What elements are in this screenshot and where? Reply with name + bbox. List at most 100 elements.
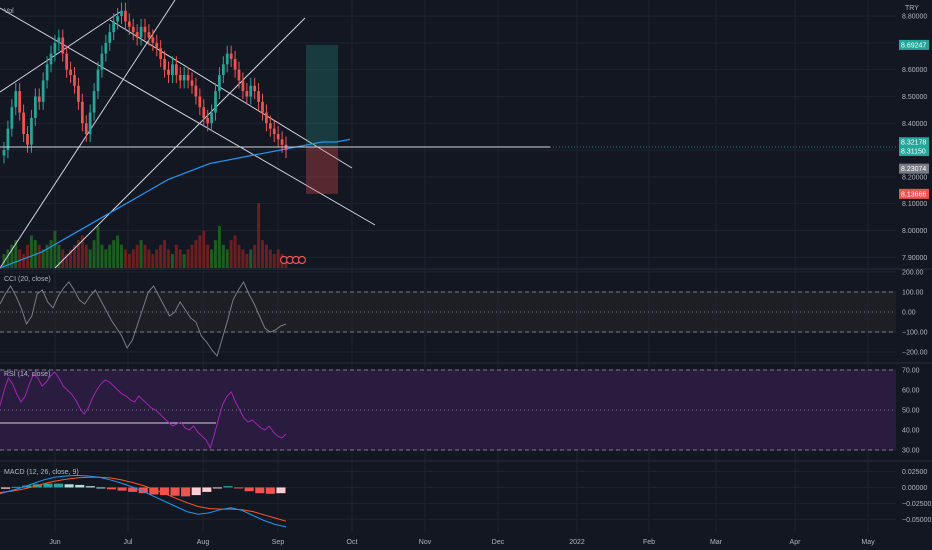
cci-pane[interactable] — [0, 280, 896, 358]
candle-body[interactable] — [112, 21, 116, 33]
candle-body[interactable] — [257, 91, 260, 102]
candle-body[interactable] — [77, 85, 80, 102]
volume-bar — [53, 230, 57, 268]
candle-body[interactable] — [206, 117, 210, 124]
candle-body[interactable] — [37, 96, 41, 102]
candle-body[interactable] — [280, 139, 284, 145]
candle-body[interactable] — [237, 69, 241, 81]
candle-body[interactable] — [65, 53, 69, 70]
candle-body[interactable] — [2, 150, 6, 156]
candle-body[interactable] — [178, 75, 182, 81]
volume-bar — [143, 244, 147, 268]
candle-body[interactable] — [202, 107, 206, 118]
candle-body[interactable] — [73, 75, 76, 86]
candle-body[interactable] — [57, 37, 61, 43]
candle-body[interactable] — [45, 64, 49, 81]
candle-body[interactable] — [218, 75, 221, 92]
candle-body[interactable] — [108, 32, 112, 43]
position-profit-zone[interactable] — [306, 44, 338, 147]
x-tick-label: Aug — [197, 539, 210, 546]
candle-body[interactable] — [104, 42, 108, 54]
candle-body[interactable] — [41, 80, 45, 102]
candle-body[interactable] — [100, 53, 104, 70]
volume-bar — [18, 249, 22, 268]
position-loss-zone[interactable] — [306, 146, 338, 194]
candle-body[interactable] — [61, 37, 65, 54]
candle-body[interactable] — [194, 85, 198, 97]
candle-body[interactable] — [174, 64, 178, 76]
rsi-pane[interactable] — [0, 369, 896, 451]
candle-body[interactable] — [249, 85, 253, 97]
trendline[interactable] — [54, 17, 306, 269]
candle-body[interactable] — [33, 96, 37, 118]
volume-bar — [245, 254, 249, 268]
candle-body[interactable] — [92, 91, 96, 113]
volume-bar — [37, 244, 41, 268]
candle-body[interactable] — [159, 48, 163, 59]
trendline[interactable] — [0, 11, 121, 93]
candle-body[interactable] — [127, 21, 131, 27]
candle-body[interactable] — [80, 101, 84, 124]
candle-body[interactable] — [155, 42, 159, 49]
candle-body[interactable] — [210, 112, 213, 124]
candle-body[interactable] — [139, 26, 143, 38]
macd-pane[interactable] — [0, 474, 287, 528]
candle-body[interactable] — [96, 69, 100, 92]
volume-bar — [127, 254, 131, 268]
volume-bar — [84, 244, 88, 268]
candle-body[interactable] — [143, 26, 147, 33]
candle-body[interactable] — [214, 91, 217, 113]
volume-bar — [178, 249, 182, 268]
candle-body[interactable] — [69, 69, 72, 76]
volume-bar — [6, 249, 10, 268]
candle-body[interactable] — [53, 42, 57, 54]
candle-body[interactable] — [49, 53, 53, 65]
candle-body[interactable] — [14, 91, 18, 108]
candle-body[interactable] — [190, 80, 194, 86]
candle-body[interactable] — [182, 75, 186, 81]
candle-body[interactable] — [6, 128, 10, 151]
y-tick-label: −0.02500 — [902, 501, 931, 508]
candle-body[interactable] — [116, 16, 119, 22]
candle-body[interactable] — [10, 107, 14, 129]
trendline[interactable] — [109, 19, 353, 169]
candle-body[interactable] — [167, 69, 170, 76]
candle-body[interactable] — [253, 85, 257, 92]
candle-body[interactable] — [221, 64, 225, 76]
price-pane[interactable] — [0, 0, 896, 269]
price-tag — [899, 163, 929, 174]
candle-body[interactable] — [84, 123, 88, 134]
macd-histogram-bar — [170, 487, 180, 496]
candle-body[interactable] — [147, 32, 151, 38]
event-marker-icon[interactable] — [297, 255, 307, 265]
candle-body[interactable] — [171, 64, 174, 76]
candle-body[interactable] — [225, 53, 229, 65]
candle-body[interactable] — [120, 10, 123, 17]
candle-body[interactable] — [22, 112, 25, 134]
candle-body[interactable] — [272, 128, 276, 134]
candle-body[interactable] — [131, 26, 135, 33]
candle-body[interactable] — [163, 58, 166, 70]
candle-body[interactable] — [245, 91, 249, 97]
candle-body[interactable] — [276, 134, 280, 140]
candle-body[interactable] — [135, 32, 139, 38]
candle-body[interactable] — [30, 117, 33, 145]
candle-body[interactable] — [151, 37, 155, 43]
volume-bar — [26, 244, 29, 268]
candle-body[interactable] — [26, 134, 29, 145]
candle-body[interactable] — [261, 101, 264, 113]
candle-body[interactable] — [124, 10, 127, 22]
candle-body[interactable] — [186, 75, 190, 81]
candle-body[interactable] — [18, 91, 22, 113]
candle-body[interactable] — [268, 123, 272, 129]
candle-body[interactable] — [229, 53, 233, 59]
y-tick-label: 50.00 — [902, 408, 920, 415]
candle-body[interactable] — [241, 80, 245, 92]
candle-body[interactable] — [198, 96, 202, 108]
candle-body[interactable] — [88, 112, 92, 134]
candle-body[interactable] — [233, 58, 237, 70]
macd-histogram-bar — [149, 487, 159, 495]
candle-body[interactable] — [265, 112, 268, 124]
